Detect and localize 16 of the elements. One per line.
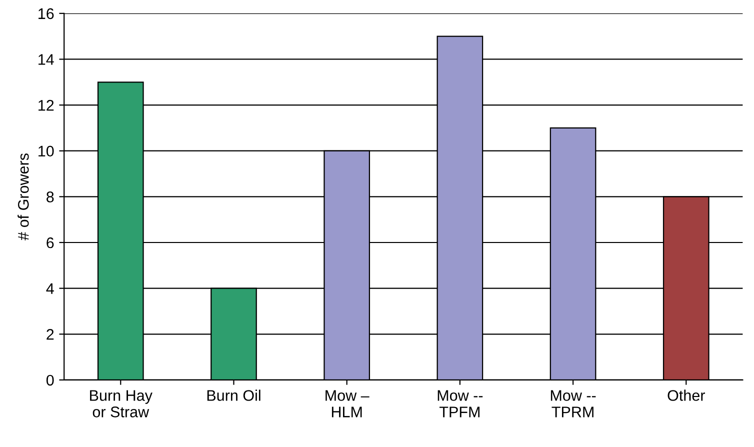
y-tick-label: 8 — [46, 192, 54, 202]
y-tick-label: 16 — [38, 8, 54, 20]
x-tick-label: Mow – HLM — [326, 390, 370, 418]
x-tick-label: Other — [668, 390, 705, 401]
y-tick-label: 4 — [46, 283, 54, 294]
y-axis-title: # of Growers — [18, 154, 29, 240]
x-tick-label: Burn Oil — [207, 390, 260, 401]
x-tick-label: Burn Hay or Straw — [90, 390, 152, 418]
y-tick-label: 10 — [38, 146, 54, 157]
y-tick-label: 0 — [46, 374, 54, 386]
x-tick-label: Mow -- TPRM — [550, 390, 596, 418]
y-tick-label: 14 — [38, 54, 54, 65]
y-tick-label: 6 — [46, 237, 54, 248]
x-tick-label: Mow -- TPFM — [438, 390, 483, 418]
y-tick-label: 12 — [38, 100, 54, 111]
y-tick-label: 2 — [46, 329, 54, 340]
